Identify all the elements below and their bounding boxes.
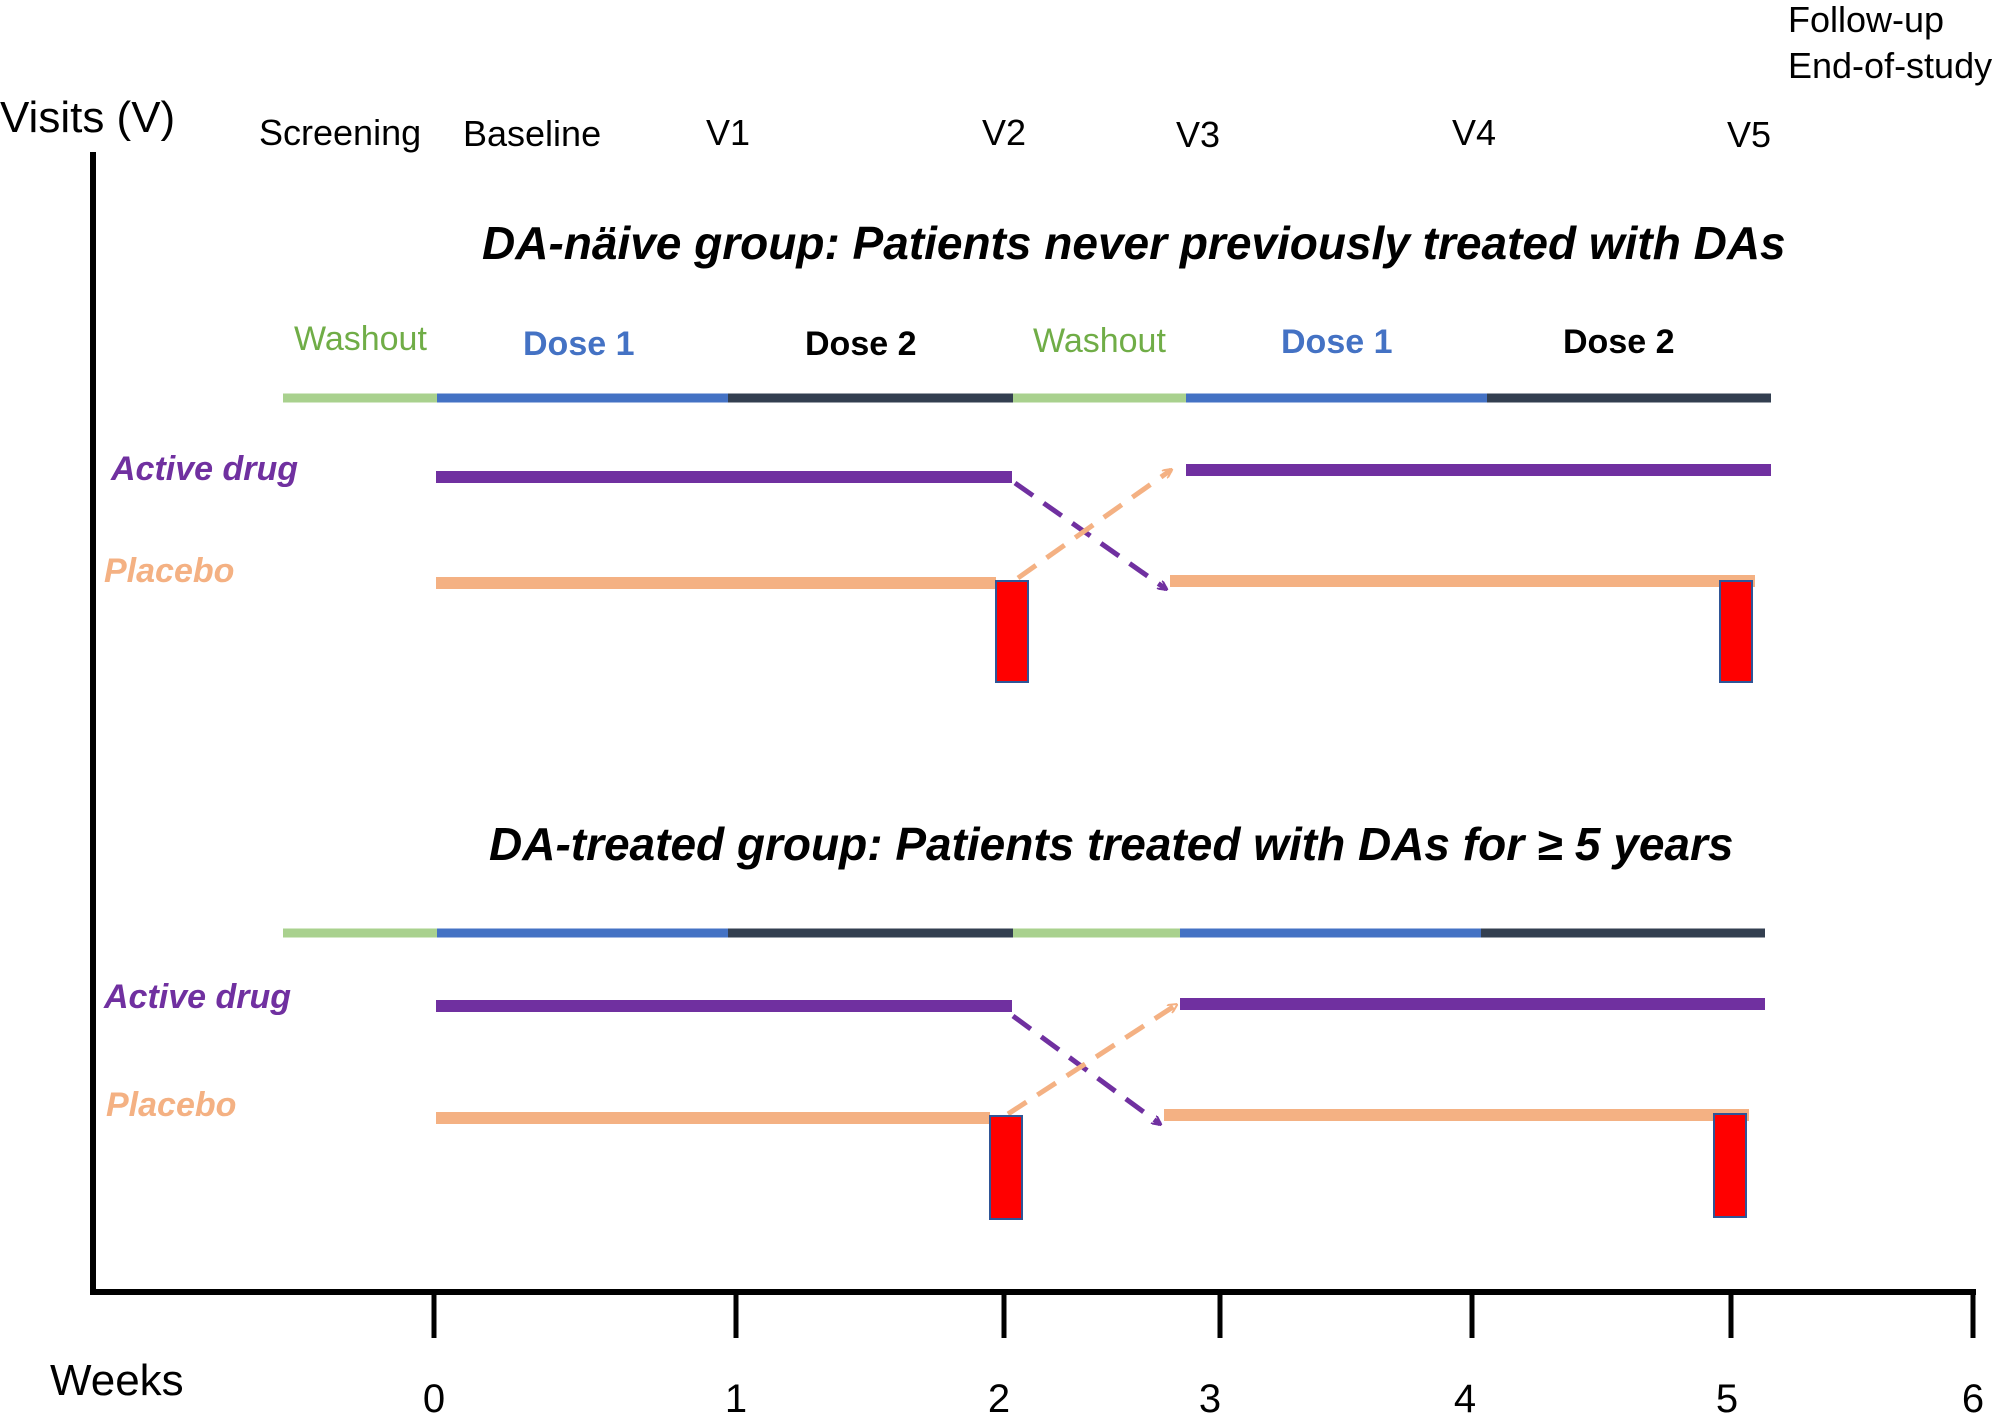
naive-assessment-marker-1 [995, 580, 1029, 683]
treated-crossover-arrow-active [1011, 1013, 1160, 1124]
naive-dose1-2-label: Dose 1 [1281, 323, 1393, 361]
visit-label-v3: V3 [1176, 114, 1220, 155]
naive-placebo-label: Placebo [104, 552, 234, 590]
tick-label-6: 6 [1962, 1377, 1984, 1421]
visit-label-screening: Screening [259, 112, 421, 153]
tick-label-2: 2 [988, 1377, 1010, 1421]
naive-crossover-arrow-placebo [1016, 470, 1171, 581]
naive-dose2-2-label: Dose 2 [1563, 323, 1675, 361]
y-axis-title: Visits (V) [0, 93, 175, 142]
visit-label-v2: V2 [982, 112, 1026, 153]
treated-assessment-marker-2 [1713, 1113, 1747, 1218]
tick-label-0: 0 [423, 1377, 445, 1421]
naive-dose1-1-label: Dose 1 [523, 325, 635, 363]
naive-active-label: Active drug [110, 450, 298, 488]
tick-label-5: 5 [1716, 1377, 1738, 1421]
naive-crossover-arrow-active [1013, 480, 1166, 589]
treated-active-label: Active drug [103, 978, 291, 1016]
treated-assessment-marker-1 [989, 1115, 1023, 1220]
visit-label-v4: V4 [1452, 112, 1496, 153]
visit-label-v1: V1 [706, 112, 750, 153]
visit-label-v5: V5 [1727, 114, 1771, 155]
treated-crossover-arrow-placebo [1006, 1005, 1176, 1117]
treated-group-title: DA-treated group: Patients treated with … [489, 818, 1734, 870]
naive-washout-2-label: Washout [1033, 322, 1166, 360]
naive-group-title: DA-näive group: Patients never previousl… [482, 217, 1786, 269]
tick-label-3: 3 [1199, 1377, 1221, 1421]
x-axis-title: Weeks [50, 1356, 184, 1405]
visit-label-baseline: Baseline [463, 113, 601, 154]
naive-assessment-marker-2 [1719, 580, 1753, 683]
naive-washout-1-label: Washout [294, 320, 427, 358]
visit-label-end-of-study: End-of-study [1788, 45, 1992, 86]
treated-placebo-label: Placebo [106, 1086, 236, 1124]
visit-label-follow-up: Follow-up [1788, 0, 1944, 40]
naive-dose2-1-label: Dose 2 [805, 325, 917, 363]
tick-label-4: 4 [1454, 1377, 1476, 1421]
tick-label-1: 1 [725, 1377, 747, 1421]
